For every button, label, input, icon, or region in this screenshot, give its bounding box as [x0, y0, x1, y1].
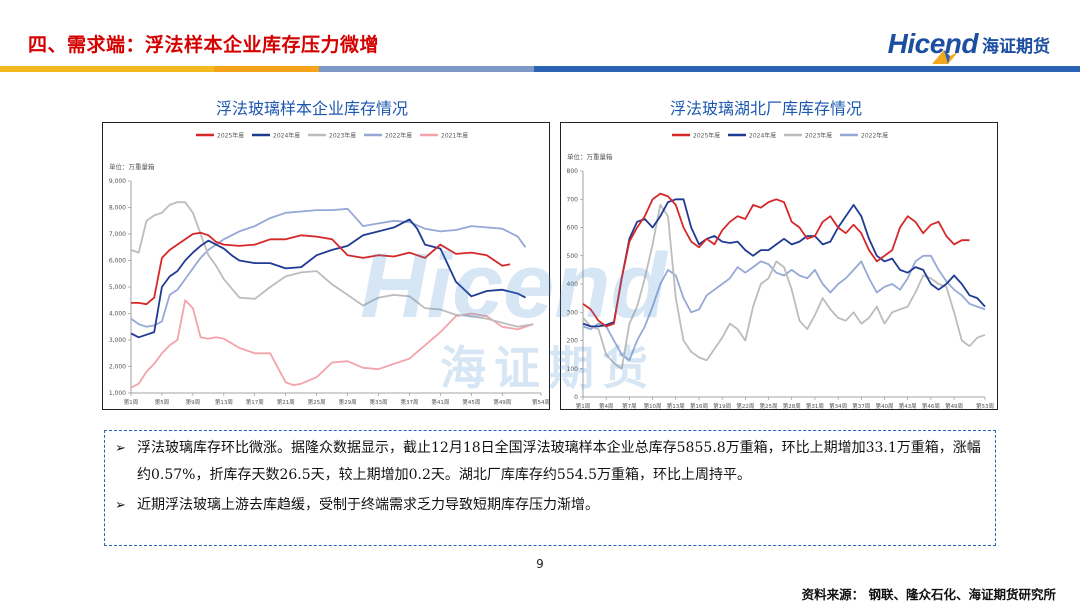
brand-logo: Hicend 海证期货 — [887, 28, 1050, 64]
data-source: 资料来源： 钢联、隆众石化、海证期货研究所 — [801, 587, 1056, 602]
y-tick-label: 4,000 — [109, 311, 126, 318]
legend-label: 2023年度 — [805, 132, 832, 140]
y-tick-label: 500 — [567, 253, 579, 260]
x-tick-label: 第19周 — [713, 402, 731, 409]
y-tick-label: 5,000 — [109, 284, 126, 291]
chart-panel-hubei-inventory: 2025年度 2024年度 2023年度 2022年度单位：万重量箱 0 100 200 30… — [560, 122, 998, 410]
series-line-2021年度 — [130, 299, 534, 389]
x-tick-label: 第40周 — [876, 402, 894, 409]
y-tick-label: 1,000 — [109, 390, 126, 397]
x-tick-label: 第10周 — [644, 402, 662, 409]
x-tick-label: 第29周 — [339, 398, 357, 406]
x-tick-label: 第13周 — [215, 398, 233, 406]
series-line-2023年度 — [582, 204, 986, 370]
y-tick-label: 7,000 — [109, 231, 126, 238]
x-tick-label: 第53周 — [976, 402, 994, 409]
x-tick-label: 第17周 — [246, 398, 264, 406]
summary-box: ➢ 浮法玻璃库存环比微涨。据隆众数据显示，截止12月18日全国浮法玻璃样本企业总… — [104, 430, 996, 546]
axis-unit-label: 单位：万重量箱 — [109, 162, 155, 171]
x-tick-label: 第41周 — [431, 398, 449, 406]
legend-label: 2022年度 — [861, 132, 888, 140]
series-line-2025年度 — [582, 192, 970, 328]
legend-label: 2024年度 — [273, 132, 300, 140]
y-tick-label: 2,000 — [109, 364, 126, 371]
x-tick-label: 第45周 — [462, 398, 480, 406]
logo-text-cn: 海证期货 — [982, 37, 1050, 57]
chart-title-sample-inventory: 浮法玻璃样本企业库存情况 — [216, 99, 409, 118]
summary-bullet: ➢ 近期浮法玻璃上游去库趋缓，受制于终端需求乏力导致短期库存压力渐增。 — [115, 492, 985, 519]
logo-text-en: Hicend — [887, 28, 979, 59]
y-tick-label: 300 — [567, 309, 579, 316]
header-band-segment — [534, 66, 1080, 72]
series-line-2025年度 — [131, 231, 511, 306]
y-tick-label: 800 — [567, 168, 579, 175]
x-tick-label: 第5周 — [155, 398, 170, 406]
header-band-segment — [319, 66, 534, 72]
chart-panel-sample-inventory: 2025年度 2024年度 2023年度 2022年度 2021年度单位：万重量箱 1,0… — [102, 122, 550, 410]
legend-label: 2021年度 — [441, 132, 468, 140]
header-band-segment — [0, 66, 214, 72]
x-tick-label: 第13周 — [667, 402, 685, 409]
x-tick-label: 第37周 — [400, 398, 418, 406]
x-tick-label: 第1周 — [576, 402, 591, 409]
x-tick-label: 第21周 — [277, 398, 295, 406]
x-tick-label: 第31周 — [806, 402, 824, 409]
arrow-bullet-icon: ➢ — [115, 498, 126, 513]
x-tick-label: 第37周 — [852, 402, 870, 409]
y-tick-label: 200 — [567, 338, 579, 345]
chart-title-hubei-inventory: 浮法玻璃湖北厂库库存情况 — [670, 99, 863, 118]
series-line-2024年度 — [130, 218, 526, 339]
summary-bullet-text: 近期浮法玻璃上游去库趋缓，受制于终端需求乏力导致短期库存压力渐增。 — [137, 497, 599, 513]
x-tick-label: 第25周 — [308, 398, 326, 406]
legend-label: 2022年度 — [385, 132, 412, 140]
x-tick-label: 第9周 — [186, 398, 201, 406]
page-number: 9 — [536, 557, 544, 571]
x-tick-label: 第43周 — [899, 402, 917, 409]
y-tick-label: 700 — [567, 196, 579, 203]
y-tick-label: 100 — [567, 366, 579, 373]
logo-swoosh-icon — [932, 50, 958, 64]
axis-unit-label: 单位：万重量箱 — [567, 152, 613, 161]
y-tick-label: 8,000 — [109, 205, 126, 212]
x-tick-label: 第22周 — [736, 402, 754, 409]
x-tick-label: 第49周 — [945, 402, 963, 409]
x-tick-label: 第54周 — [532, 398, 549, 406]
y-tick-label: 3,000 — [109, 337, 126, 344]
x-tick-label: 第25周 — [760, 402, 778, 409]
legend-label: 2024年度 — [749, 132, 776, 140]
legend-label: 2023年度 — [329, 132, 356, 140]
x-tick-label: 第49周 — [493, 398, 511, 406]
y-tick-label: 9,000 — [109, 178, 126, 185]
legend-label: 2025年度 — [217, 132, 244, 140]
summary-bullet: ➢ 浮法玻璃库存环比微涨。据隆众数据显示，截止12月18日全国浮法玻璃样本企业总… — [115, 435, 985, 489]
x-tick-label: 第34周 — [829, 402, 847, 409]
x-tick-label: 第16周 — [690, 402, 708, 409]
slide-title: 四、需求端：浮法样本企业库存压力微增 — [28, 34, 380, 56]
arrow-bullet-icon: ➢ — [115, 441, 126, 456]
series-line-2023年度 — [130, 201, 534, 328]
summary-bullet-text: 浮法玻璃库存环比微涨。据隆众数据显示，截止12月18日全国浮法玻璃样本企业总库存… — [137, 440, 981, 483]
x-tick-label: 第46周 — [922, 402, 940, 409]
x-tick-label: 第1周 — [124, 398, 139, 406]
x-tick-label: 第4周 — [599, 402, 614, 409]
y-tick-label: 0 — [574, 394, 578, 401]
series-line-2022年度 — [582, 254, 986, 362]
series-line-2022年度 — [130, 207, 527, 328]
x-tick-label: 第28周 — [783, 402, 801, 409]
x-tick-label: 第7周 — [622, 402, 637, 409]
series-line-2024年度 — [582, 198, 986, 328]
legend-label: 2025年度 — [693, 132, 720, 140]
y-tick-label: 400 — [567, 281, 579, 288]
header-band-segment — [214, 66, 319, 72]
y-tick-label: 600 — [567, 225, 579, 232]
x-tick-label: 第33周 — [370, 398, 388, 406]
y-tick-label: 6,000 — [109, 258, 126, 265]
